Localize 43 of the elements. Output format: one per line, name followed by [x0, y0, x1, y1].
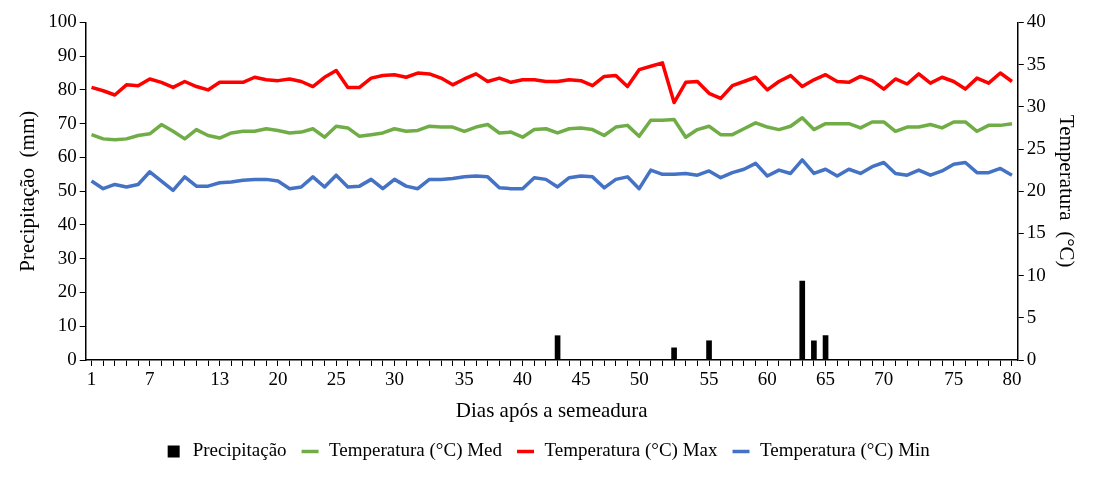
y-tick-label: 50 [57, 179, 77, 201]
legend-label: Temperatura (°C) Max [544, 439, 719, 462]
x-tick-label: 70 [874, 368, 894, 390]
x-tick-label: 7 [145, 368, 155, 390]
x-tick-label: 25 [326, 368, 346, 390]
y2-tick-label: 15 [1026, 221, 1046, 243]
y-tick-label: 80 [57, 77, 77, 99]
y2-tick-label: 10 [1026, 263, 1046, 285]
y-tick-label: 90 [57, 44, 77, 66]
x-tick-label: 30 [384, 368, 404, 390]
y-tick-label: 0 [67, 347, 77, 369]
x-tick-label: 55 [699, 368, 719, 390]
y2-tick-label: 25 [1026, 136, 1046, 158]
y-tick-label: 60 [57, 145, 77, 167]
y2-axis-title: Temperatura (°C) [1054, 114, 1079, 268]
y2-tick-label: 20 [1026, 179, 1046, 201]
y-tick-label: 10 [57, 314, 77, 336]
x-tick-label: 13 [210, 368, 230, 390]
y-tick-label: 30 [57, 246, 77, 268]
x-tick-label: 1 [86, 368, 97, 390]
y2-tick-label: 0 [1026, 347, 1037, 369]
y-tick-label: 20 [57, 280, 77, 302]
y-tick-label: 70 [57, 111, 77, 133]
y2-tick-label: 30 [1026, 94, 1046, 116]
x-tick-label: 50 [629, 368, 649, 390]
x-tick-label: 45 [571, 368, 591, 390]
x-tick-label: 40 [513, 368, 533, 390]
y2-tick-label: 35 [1026, 52, 1046, 74]
legend-label: Temperatura (°C) Min [760, 439, 931, 462]
x-tick-label: 65 [816, 368, 836, 390]
y2-tick-label: 40 [1026, 10, 1046, 32]
x-tick-label: 35 [454, 368, 474, 390]
x-tick-label: 60 [757, 368, 777, 390]
legend-label: Precipitação [192, 439, 287, 461]
x-tick-label: 20 [268, 368, 288, 390]
x-tick-label: 80 [1002, 368, 1022, 390]
y-tick-label: 100 [48, 10, 77, 32]
legend-label: Temperatura (°C) Med [329, 439, 503, 462]
y-axis-title: Precipitação (mm) [15, 110, 40, 272]
y-tick-label: 40 [57, 212, 77, 234]
x-tick-label: 75 [944, 368, 964, 390]
y2-tick-label: 5 [1026, 305, 1037, 327]
x-axis-title: Dias após a semeadura [455, 397, 649, 422]
